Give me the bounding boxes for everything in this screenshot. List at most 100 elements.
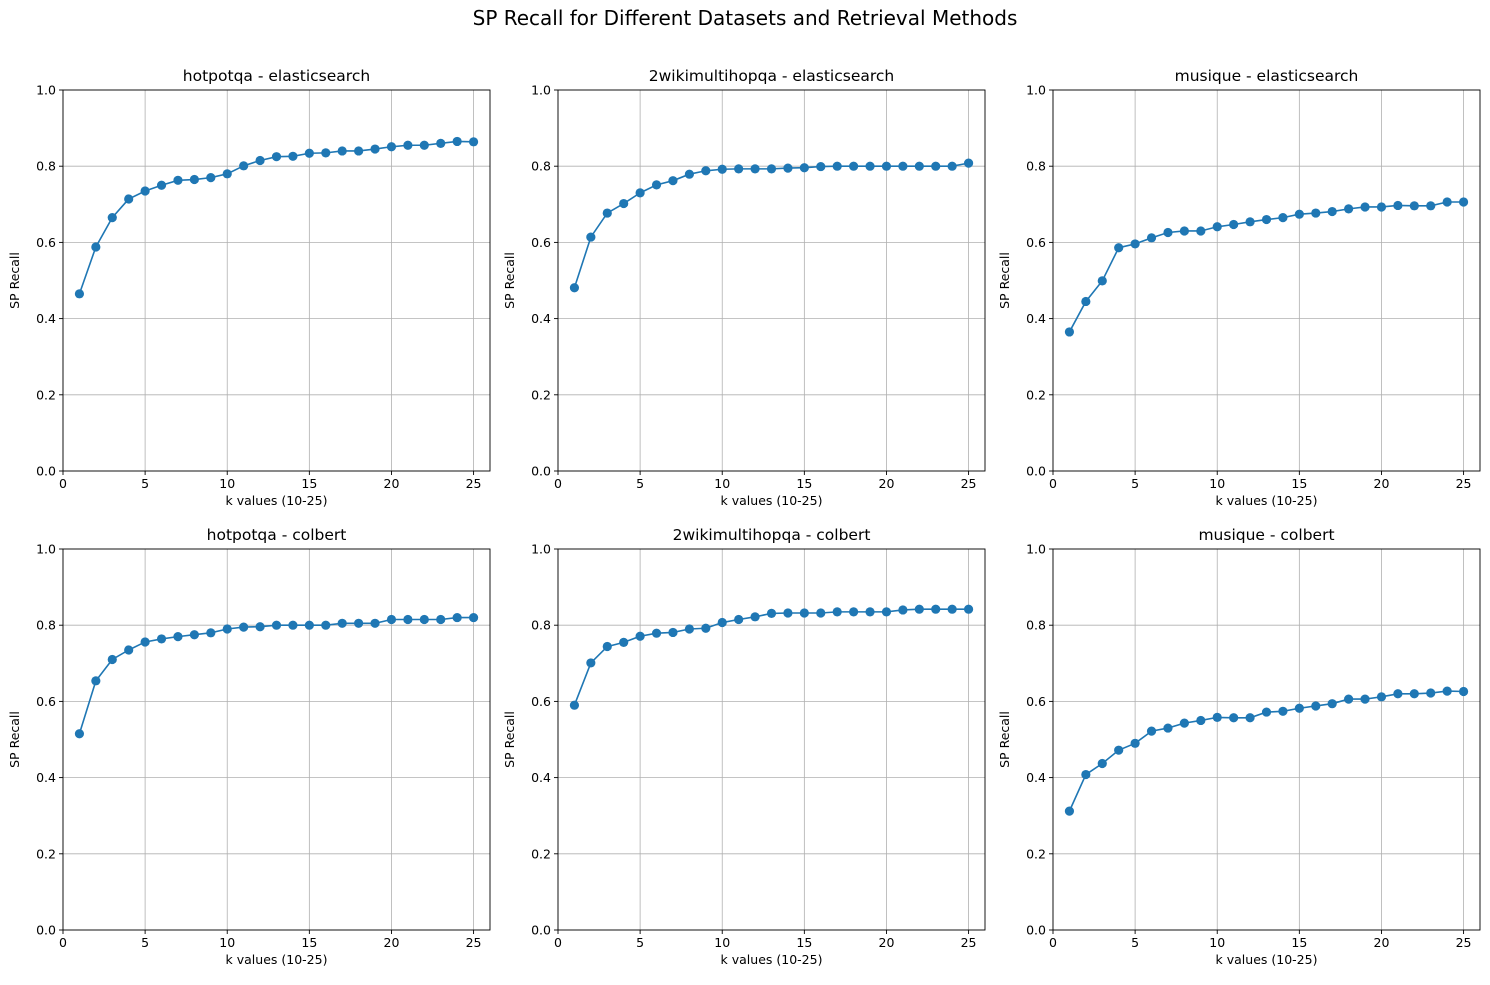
data-point <box>1294 703 1304 713</box>
subplot-1: 0 5 10 15 20 25 0.0 0.2 0.4 0.6 0.8 1.0 hotpotqa - e… <box>7 67 491 508</box>
data-point <box>668 627 678 638</box>
data-point <box>1196 715 1206 726</box>
x-tick-label: 0 <box>59 935 67 950</box>
data-point <box>124 645 134 655</box>
subplot-title: musique - colbert <box>1198 526 1334 544</box>
data-point <box>1081 296 1091 307</box>
subplot-6: 0 5 10 15 20 25 0.0 0.2 0.4 0.6 0.8 1.0 musique - co… <box>997 526 1481 967</box>
subplot-title: hotpotqa - elasticsearch <box>183 67 370 85</box>
data-point <box>1114 745 1124 755</box>
subplot-2: 0 5 10 15 20 25 0.0 0.2 0.4 0.6 0.8 1.0 2wikimultiho… <box>502 67 986 508</box>
y-tick-label: 0.4 <box>1026 311 1046 326</box>
x-axis-label: k values (10-25) <box>1216 493 1318 508</box>
x-tick-label: 15 <box>796 935 812 950</box>
data-point <box>586 658 596 668</box>
x-tick-label: 25 <box>961 935 977 950</box>
data-point <box>1426 688 1436 698</box>
data-point <box>452 136 462 147</box>
x-tick-label: 20 <box>879 476 895 491</box>
x-tick-label: 20 <box>1374 935 1390 950</box>
y-tick-label: 0.4 <box>531 311 551 326</box>
data-point <box>1458 686 1469 697</box>
data-point <box>140 637 150 647</box>
data-point <box>766 608 777 618</box>
subplot-5: 0 5 10 15 20 25 0.0 0.2 0.4 0.6 0.8 1.0 2wikimultiho… <box>502 526 986 967</box>
data-point <box>239 161 249 171</box>
y-tick-label: 1.0 <box>1026 83 1046 98</box>
x-tick-label: 25 <box>466 476 482 491</box>
subplot-title: 2wikimultihopqa - colbert <box>673 526 871 544</box>
data-point <box>1261 214 1272 225</box>
y-tick-label: 0.6 <box>1026 235 1046 250</box>
data-point <box>337 146 347 156</box>
x-tick-label: 5 <box>141 476 149 491</box>
data-point <box>898 161 908 171</box>
y-tick-label: 0.2 <box>36 846 56 861</box>
data-point <box>799 608 809 618</box>
data-point <box>865 607 875 617</box>
y-tick-label: 0.4 <box>36 770 56 785</box>
data-point <box>1393 689 1403 699</box>
data-point <box>947 604 957 614</box>
x-tick-label: 15 <box>796 476 812 491</box>
data-point <box>1376 692 1387 702</box>
data-point <box>832 161 842 171</box>
x-tick-label: 10 <box>714 935 730 950</box>
y-tick-label: 0.0 <box>531 464 551 479</box>
x-tick-label: 15 <box>1291 476 1307 491</box>
data-point <box>619 637 629 647</box>
data-point <box>1163 723 1173 733</box>
data-point <box>734 614 744 625</box>
data-point <box>1442 197 1452 207</box>
data-point <box>898 605 908 615</box>
data-point <box>1114 243 1124 253</box>
y-tick-label: 0.2 <box>36 387 56 402</box>
data-point <box>684 169 694 179</box>
data-point <box>239 622 249 632</box>
data-point <box>849 161 859 171</box>
data-point <box>370 618 380 628</box>
data-point <box>1081 769 1091 780</box>
data-point <box>91 676 101 686</box>
data-point <box>222 624 232 634</box>
data-point <box>1311 701 1321 711</box>
x-tick-label: 10 <box>219 476 235 491</box>
subplot-4: 0 5 10 15 20 25 0.0 0.2 0.4 0.6 0.8 1.0 hotpotqa - c… <box>7 526 491 967</box>
data-point <box>1097 276 1107 286</box>
x-tick-label: 5 <box>1131 935 1139 950</box>
data-point <box>651 628 662 638</box>
x-axis-label: k values (10-25) <box>721 952 823 967</box>
data-point <box>635 631 645 641</box>
data-point <box>602 208 612 218</box>
y-axis-label: SP Recall <box>7 711 22 768</box>
data-point <box>1196 226 1206 236</box>
y-tick-label: 0.6 <box>1026 694 1046 709</box>
y-tick-label: 1.0 <box>531 542 551 557</box>
x-tick-label: 15 <box>301 476 317 491</box>
data-point <box>1130 239 1140 249</box>
data-point <box>963 158 974 168</box>
data-point <box>849 607 859 617</box>
data-point <box>1278 706 1288 716</box>
y-tick-label: 0.6 <box>36 694 56 709</box>
data-point <box>255 622 265 632</box>
y-tick-label: 0.6 <box>531 235 551 250</box>
data-point <box>1097 758 1107 769</box>
y-tick-label: 0.2 <box>531 846 551 861</box>
data-point <box>1426 201 1436 211</box>
x-tick-label: 25 <box>1456 476 1472 491</box>
x-tick-label: 20 <box>1374 476 1390 491</box>
series-line <box>573 608 969 706</box>
data-point <box>1064 327 1075 337</box>
data-point <box>1179 718 1189 728</box>
axes-frame <box>557 548 986 931</box>
y-tick-label: 0.4 <box>36 311 56 326</box>
data-point <box>586 232 596 242</box>
x-tick-label: 15 <box>301 935 317 950</box>
data-point <box>931 604 941 614</box>
y-tick-label: 0.4 <box>1026 770 1046 785</box>
data-point <box>602 641 612 652</box>
x-tick-label: 0 <box>59 476 67 491</box>
data-point <box>1360 202 1370 212</box>
